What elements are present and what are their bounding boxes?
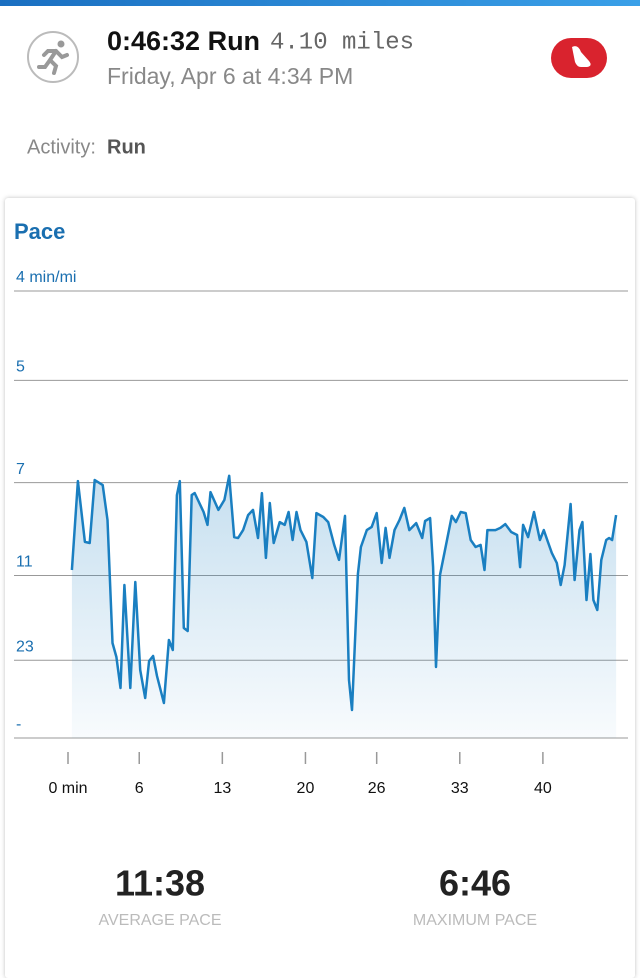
y-tick-label: 11: [16, 554, 33, 571]
x-tick-label: 13: [213, 780, 231, 797]
stat-label: MAXIMUM PACE: [413, 912, 537, 929]
activity-date: Friday, Apr 6 at 4:34 PM: [107, 63, 353, 89]
runner-icon: [37, 40, 69, 75]
shoe-icon: [572, 46, 591, 67]
activity-title: 0:46:32 Run: [107, 26, 260, 56]
distance: 4.10 miles: [270, 29, 414, 56]
y-tick-label: 5: [16, 359, 25, 376]
x-tick-label: 26: [368, 780, 386, 797]
y-tick-label: 4 min/mi: [16, 269, 76, 286]
header: 0:46:32 Run 4.10 miles Friday, Apr 6 at …: [27, 26, 607, 158]
y-tick-label: 23: [16, 638, 34, 655]
pace-area: [71, 475, 617, 738]
x-tick-label: 33: [451, 780, 469, 797]
activity-value: Run: [107, 136, 146, 158]
x-tick-label: 0 min: [48, 780, 87, 797]
x-tick-label: 6: [135, 780, 144, 797]
chart-title: Pace: [14, 219, 65, 244]
y-tick-label: -: [16, 716, 21, 733]
top-bar: [0, 0, 640, 6]
chart: Pace 11:38 AVERAGE PACE 6:46 MAXIMUM PAC…: [14, 219, 628, 929]
stat-value: 11:38: [115, 863, 205, 904]
page: 0:46:32 Run 4.10 miles Friday, Apr 6 at …: [0, 0, 640, 930]
stat-label: AVERAGE PACE: [99, 912, 222, 929]
y-tick-label: 7: [16, 461, 25, 478]
screen: 0:46:32 Run 4.10 miles Friday, Apr 6 at …: [27, 26, 607, 158]
x-tick-label: 20: [297, 780, 315, 797]
activity-label: Activity:: [27, 136, 96, 158]
pace-line: [70, 474, 618, 712]
x-tick-label: 40: [534, 780, 552, 797]
stat-value: 6:46: [439, 863, 511, 904]
